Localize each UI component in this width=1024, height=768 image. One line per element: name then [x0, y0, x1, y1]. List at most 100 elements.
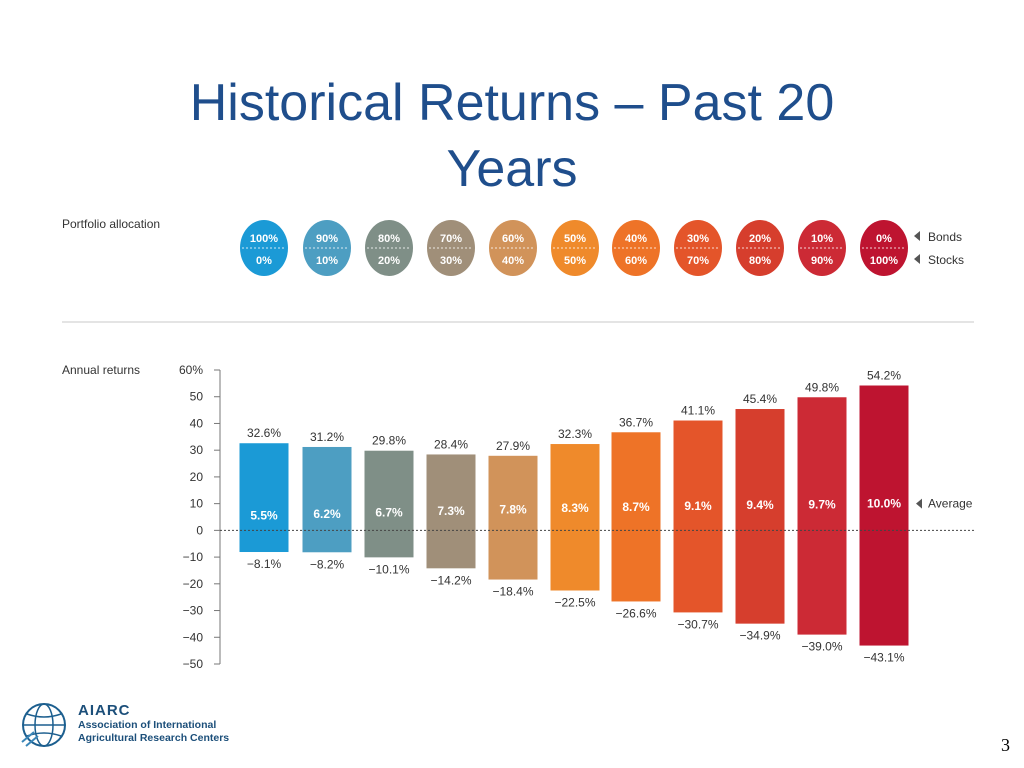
average-return-label: 7.8%	[499, 503, 527, 517]
title-line-2: Years	[446, 140, 578, 198]
high-return-label: 41.1%	[681, 404, 715, 418]
average-return-label: 6.7%	[375, 505, 403, 519]
return-bar	[488, 455, 538, 580]
bonds-allocation-value: 100%	[250, 233, 278, 245]
y-tick-label: 60%	[179, 363, 203, 377]
bonds-allocation-value: 30%	[687, 233, 709, 245]
y-tick-label: −20	[183, 577, 204, 591]
stocks-allocation-value: 30%	[440, 255, 462, 267]
stocks-allocation-value: 90%	[811, 255, 833, 267]
y-tick-label: −40	[183, 630, 204, 644]
bar-labels: 32.6% −8.1% 5.5% 31.2% −8.2% 6.2% 29.8% −10.1% 6…	[247, 369, 973, 665]
stocks-arrow-icon	[914, 254, 920, 264]
portfolio-allocation-label: Portfolio allocation	[62, 217, 160, 231]
stocks-allocation-value: 20%	[378, 255, 400, 267]
logo-text: AIARC Association of International Agric…	[78, 702, 229, 745]
high-return-label: 29.8%	[372, 434, 406, 448]
return-bar	[550, 444, 600, 591]
high-return-label: 32.3%	[558, 427, 592, 441]
stocks-allocation-value: 0%	[256, 255, 272, 267]
bonds-allocation-value: 40%	[625, 233, 647, 245]
return-bar	[859, 385, 909, 646]
high-return-label: 27.9%	[496, 439, 530, 453]
return-bar	[735, 409, 785, 624]
logo-line-1: Association of International	[78, 719, 217, 731]
low-return-label: −8.2%	[310, 557, 345, 571]
logo-line-2: Agricultural Research Centers	[78, 732, 230, 744]
high-return-label: 54.2%	[867, 369, 901, 383]
aiarc-logo: AIARC Association of International Agric…	[18, 698, 258, 754]
bonds-allocation-value: 50%	[564, 233, 586, 245]
average-return-label: 6.2%	[313, 507, 341, 521]
high-return-label: 28.4%	[434, 437, 468, 451]
average-return-label: 9.7%	[808, 497, 836, 511]
annual-returns-label: Annual returns	[62, 363, 140, 377]
title-line-1: Historical Returns – Past 20	[189, 74, 835, 132]
average-return-label: 8.3%	[561, 501, 589, 515]
bonds-legend-label: Bonds	[928, 230, 962, 244]
returns-chart: Portfolio allocation Annual returns 100%…	[62, 217, 976, 671]
return-bar	[673, 420, 723, 613]
average-return-label: 9.1%	[684, 499, 712, 513]
return-bar	[239, 443, 289, 553]
bonds-arrow-icon	[914, 231, 920, 241]
return-bar	[797, 397, 847, 635]
average-return-label: 8.7%	[622, 500, 650, 514]
y-tick-label: 50	[190, 390, 204, 404]
bonds-allocation-value: 0%	[876, 233, 892, 245]
low-return-label: −34.9%	[739, 629, 780, 643]
y-tick-label: 20	[190, 470, 204, 484]
low-return-label: −18.4%	[492, 585, 533, 599]
low-return-label: −10.1%	[368, 562, 409, 576]
bonds-allocation-value: 10%	[811, 233, 833, 245]
y-tick-label: −10	[183, 550, 204, 564]
stocks-allocation-value: 70%	[687, 255, 709, 267]
high-return-label: 36.7%	[619, 415, 653, 429]
average-legend-label: Average	[928, 497, 973, 511]
high-return-label: 49.8%	[805, 380, 839, 394]
high-return-label: 45.4%	[743, 392, 777, 406]
bonds-allocation-value: 70%	[440, 233, 462, 245]
high-return-label: 32.6%	[247, 426, 281, 440]
low-return-label: −39.0%	[801, 640, 842, 654]
return-bar	[302, 446, 352, 553]
stocks-allocation-value: 50%	[564, 255, 586, 267]
average-return-label: 10.0%	[867, 497, 901, 511]
stocks-allocation-value: 80%	[749, 255, 771, 267]
y-axis: 60% 50 40 30 20 10 0 −10 −20 −30 −40 −50	[179, 363, 221, 671]
average-arrow-icon	[916, 498, 922, 509]
average-return-label: 7.3%	[437, 504, 465, 518]
low-return-label: −14.2%	[430, 573, 471, 587]
page-title: Historical Returns – Past 20 Years	[60, 70, 964, 202]
stocks-allocation-value: 60%	[625, 255, 647, 267]
y-tick-label: −30	[183, 604, 204, 618]
return-bar	[364, 450, 414, 558]
page-number: 3	[1001, 735, 1010, 755]
globe-icon	[21, 703, 66, 747]
y-tick-label: 30	[190, 443, 204, 457]
return-bar	[426, 454, 476, 569]
bars	[220, 385, 976, 646]
bonds-allocation-value: 90%	[316, 233, 338, 245]
bonds-allocation-value: 80%	[378, 233, 400, 245]
low-return-label: −22.5%	[554, 596, 595, 610]
logo-abbreviation: AIARC	[78, 702, 131, 719]
y-tick-label: −50	[183, 657, 204, 671]
y-tick-label: 10	[190, 497, 204, 511]
stocks-allocation-value: 40%	[502, 255, 524, 267]
stocks-legend-label: Stocks	[928, 253, 964, 267]
allocation-circles: 100% 0% 90% 10% 80% 20% 70% 30% 60% 40% 50% 50% 40% 6…	[240, 220, 964, 276]
stocks-allocation-value: 100%	[870, 255, 898, 267]
low-return-label: −30.7%	[677, 617, 718, 631]
average-return-label: 9.4%	[746, 498, 774, 512]
bonds-allocation-value: 60%	[502, 233, 524, 245]
low-return-label: −8.1%	[247, 557, 282, 571]
low-return-label: −43.1%	[863, 651, 904, 665]
y-tick-label: 0	[196, 523, 203, 537]
stocks-allocation-value: 10%	[316, 255, 338, 267]
average-return-label: 5.5%	[250, 509, 278, 523]
return-bar	[611, 432, 661, 602]
y-tick-label: 40	[190, 416, 204, 430]
high-return-label: 31.2%	[310, 430, 344, 444]
bonds-allocation-value: 20%	[749, 233, 771, 245]
